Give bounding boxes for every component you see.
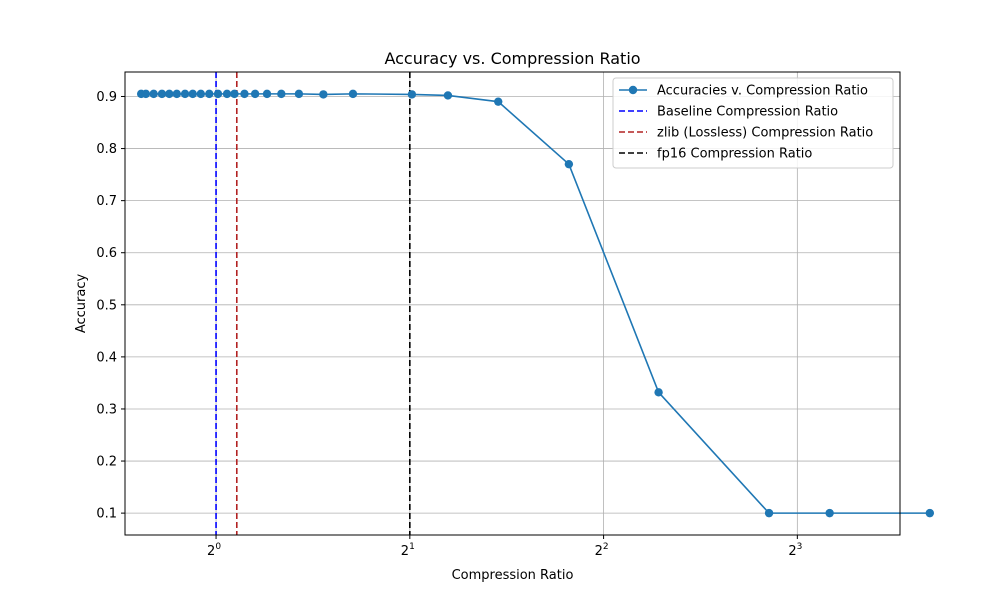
- data-point: [222, 89, 232, 99]
- series-layer: [136, 89, 935, 518]
- chart-title: Accuracy vs. Compression Ratio: [384, 49, 640, 68]
- data-point: [564, 159, 574, 169]
- y-tick-label: 0.1: [96, 507, 117, 522]
- y-tick-label: 0.8: [96, 142, 117, 157]
- data-point: [157, 89, 167, 99]
- legend-swatch-marker: [628, 85, 638, 95]
- data-point: [188, 89, 197, 99]
- y-axis-label: Accuracy: [74, 274, 89, 334]
- x-tick-exponent: 2: [603, 542, 609, 552]
- data-point: [172, 89, 182, 99]
- legend-entry-label: fp16 Compression Ratio: [657, 147, 812, 162]
- data-point: [262, 89, 272, 99]
- y-tick-label: 0.3: [96, 402, 117, 417]
- data-point: [205, 89, 214, 99]
- x-axis-ticks: 20 21 22 23: [207, 535, 802, 559]
- y-tick-label: 0.7: [96, 194, 117, 209]
- data-point: [240, 89, 249, 99]
- y-tick-label: 0.9: [96, 90, 117, 105]
- x-tick-label: 21: [401, 542, 415, 559]
- data-point: [180, 89, 190, 99]
- plot-frame: [124, 71, 901, 536]
- x-tick-label: 20: [207, 542, 221, 559]
- x-tick-base: 2: [595, 544, 603, 559]
- x-tick-label: 23: [788, 542, 802, 559]
- data-point: [250, 89, 260, 99]
- data-point: [294, 89, 304, 99]
- data-point: [348, 89, 358, 99]
- x-tick-base: 2: [207, 544, 215, 559]
- y-tick-label: 0.2: [96, 455, 117, 470]
- data-point: [925, 508, 935, 518]
- x-axis-label: Compression Ratio: [452, 568, 574, 583]
- x-tick-base: 2: [401, 544, 409, 559]
- x-tick-exponent: 3: [797, 542, 803, 552]
- legend: Accuracies v. Compression Ratio Baseline …: [612, 77, 894, 169]
- data-point: [443, 91, 453, 100]
- data-point: [277, 89, 286, 99]
- data-point: [764, 508, 774, 518]
- legend-entry-label: Accuracies v. Compression Ratio: [657, 84, 868, 99]
- data-point: [196, 89, 206, 99]
- legend-box: [612, 77, 894, 169]
- data-point: [213, 89, 223, 99]
- data-point: [654, 388, 663, 397]
- x-tick-base: 2: [788, 544, 796, 559]
- legend-entry-label: zlib (Lossless) Compression Ratio: [657, 126, 873, 141]
- data-point: [141, 89, 151, 99]
- y-axis-ticks: 0.1 0.2 0.3 0.4 0.5 0.6 0.7 0.8 0.9: [96, 90, 125, 522]
- legend-entry-label: Baseline Compression Ratio: [657, 105, 838, 120]
- x-tick-label: 22: [595, 542, 609, 559]
- data-point: [407, 90, 417, 99]
- x-tick-exponent: 1: [409, 542, 415, 552]
- reference-lines: [215, 72, 411, 535]
- y-tick-label: 0.6: [96, 246, 117, 261]
- y-tick-label: 0.4: [96, 350, 117, 365]
- y-tick-label: 0.5: [96, 298, 117, 313]
- x-tick-exponent: 0: [215, 542, 221, 552]
- data-point: [165, 89, 174, 99]
- data-point: [149, 89, 158, 99]
- data-point: [319, 90, 328, 99]
- data-point: [494, 97, 503, 106]
- data-point: [825, 508, 834, 518]
- data-point: [230, 89, 239, 99]
